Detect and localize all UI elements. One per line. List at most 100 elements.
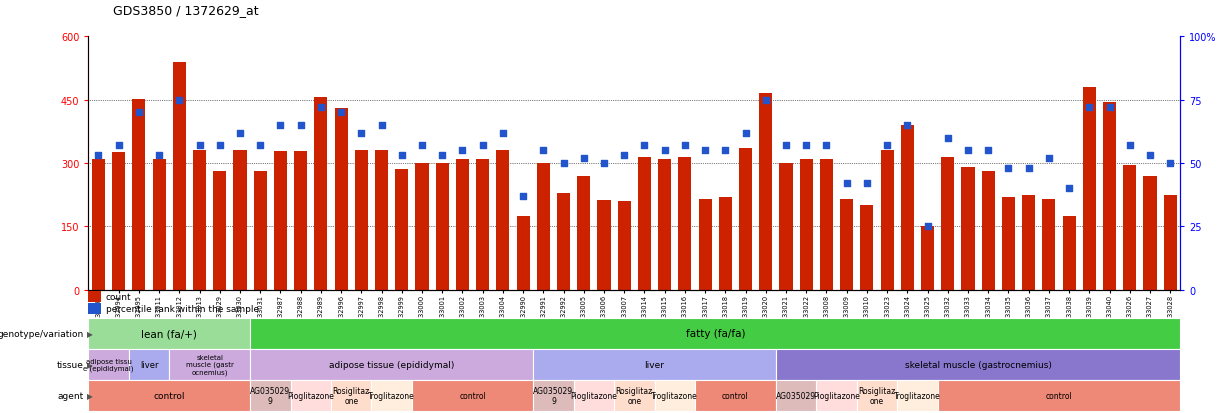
Bar: [375, 151, 388, 290]
Bar: [213, 172, 226, 290]
Text: tissue: tissue: [56, 360, 83, 369]
Bar: [1144, 176, 1157, 290]
Bar: [133, 100, 146, 290]
Point: [534, 147, 553, 154]
Bar: [517, 216, 530, 290]
Point: [109, 142, 129, 149]
Bar: [395, 170, 409, 290]
Text: Pioglitazone: Pioglitazone: [571, 391, 617, 400]
Point: [250, 142, 270, 149]
Bar: [739, 149, 752, 290]
Text: ▶: ▶: [87, 329, 93, 338]
Bar: [1123, 166, 1136, 290]
Point: [372, 122, 391, 129]
Point: [1161, 160, 1180, 167]
Point: [351, 130, 371, 137]
Text: ▶: ▶: [87, 360, 93, 369]
Point: [999, 165, 1018, 172]
Text: adipose tissu
e (epididymal): adipose tissu e (epididymal): [83, 358, 134, 371]
Point: [877, 142, 897, 149]
Point: [634, 142, 654, 149]
Bar: [112, 153, 125, 290]
Point: [958, 147, 978, 154]
Point: [553, 160, 573, 167]
Bar: [314, 98, 328, 290]
Bar: [1103, 102, 1117, 290]
Bar: [254, 172, 266, 290]
Point: [150, 153, 169, 159]
Point: [1018, 165, 1038, 172]
Point: [858, 180, 877, 187]
Bar: [1063, 216, 1076, 290]
Point: [513, 193, 533, 200]
Bar: [193, 151, 206, 290]
Point: [696, 147, 715, 154]
Text: AG035029: AG035029: [777, 391, 816, 400]
Point: [231, 130, 250, 137]
Point: [777, 142, 796, 149]
Bar: [638, 157, 652, 290]
Point: [210, 142, 229, 149]
Point: [594, 160, 614, 167]
Point: [1140, 153, 1160, 159]
Text: control: control: [459, 391, 486, 400]
Bar: [1163, 195, 1177, 290]
Text: genotype/variation: genotype/variation: [0, 329, 83, 338]
Bar: [658, 159, 671, 290]
Bar: [1082, 88, 1096, 290]
Point: [129, 110, 148, 116]
Text: control: control: [1045, 391, 1072, 400]
Point: [190, 142, 210, 149]
Point: [817, 142, 837, 149]
Bar: [456, 159, 469, 290]
Point: [432, 153, 452, 159]
Text: control: control: [153, 391, 185, 400]
Text: lean (fa/+): lean (fa/+): [141, 328, 198, 339]
Text: Rosiglitaz
one: Rosiglitaz one: [616, 386, 653, 405]
Point: [1039, 155, 1059, 162]
Text: fatty (fa/fa): fatty (fa/fa): [686, 328, 745, 339]
Bar: [557, 193, 571, 290]
Point: [837, 180, 856, 187]
Bar: [617, 202, 631, 290]
Point: [796, 142, 816, 149]
Point: [715, 147, 735, 154]
Point: [897, 122, 917, 129]
Text: AG035029
9: AG035029 9: [534, 386, 573, 405]
Point: [331, 110, 351, 116]
Point: [655, 147, 675, 154]
Bar: [698, 199, 712, 290]
Bar: [760, 94, 772, 290]
Bar: [436, 164, 449, 290]
Point: [978, 147, 998, 154]
Point: [574, 155, 594, 162]
Bar: [1002, 197, 1015, 290]
Point: [937, 135, 957, 142]
Bar: [416, 164, 428, 290]
Point: [472, 142, 492, 149]
Bar: [233, 151, 247, 290]
Text: skeletal muscle (gastrocnemius): skeletal muscle (gastrocnemius): [904, 360, 1052, 369]
Bar: [982, 172, 995, 290]
Bar: [820, 159, 833, 290]
Bar: [881, 151, 893, 290]
Bar: [840, 199, 853, 290]
Point: [1120, 142, 1140, 149]
Text: AG035029
9: AG035029 9: [250, 386, 291, 405]
Bar: [173, 62, 187, 290]
Point: [312, 104, 331, 111]
Point: [1059, 185, 1079, 192]
Text: ▶: ▶: [87, 391, 93, 400]
Text: Troglitazone: Troglitazone: [894, 391, 941, 400]
Bar: [860, 206, 874, 290]
Bar: [274, 152, 287, 290]
Bar: [152, 159, 166, 290]
Text: count: count: [106, 292, 131, 301]
Point: [736, 130, 756, 137]
Bar: [355, 151, 368, 290]
Text: control: control: [723, 391, 748, 400]
Bar: [679, 157, 692, 290]
Point: [88, 153, 108, 159]
Point: [675, 142, 694, 149]
Bar: [901, 126, 914, 290]
